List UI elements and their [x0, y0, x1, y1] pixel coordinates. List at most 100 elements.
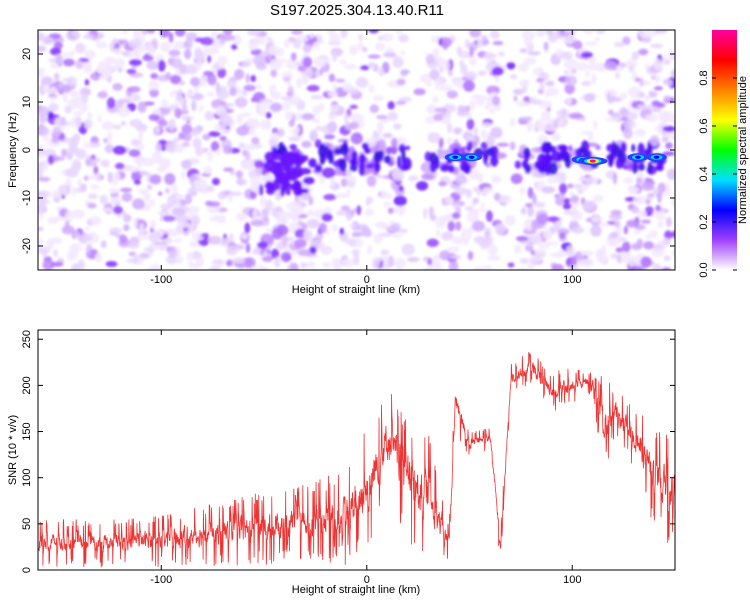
spectrogram-texture-blob	[244, 151, 251, 161]
spectrogram-texture-blob	[319, 102, 325, 113]
spectrogram-texture-blob	[572, 183, 583, 189]
spectrogram-texture-blob	[181, 104, 188, 112]
spectrogram-texture-blob	[581, 257, 594, 268]
spectrogram-texture-blob	[345, 211, 352, 222]
spectrogram-texture-blob	[47, 216, 59, 225]
spectrogram-texture-blob	[429, 214, 437, 221]
spectrogram-texture-blob	[387, 101, 395, 110]
spectrogram-texture-blob	[474, 266, 483, 270]
spectrogram-texture-blob	[65, 210, 74, 222]
spectrogram-texture-blob	[302, 229, 313, 242]
spectrogram-texture-blob	[224, 102, 234, 108]
spectrogram-texture-blob	[552, 263, 564, 270]
spectrogram-texture-blob	[139, 222, 144, 234]
spectrogram-texture-blob	[492, 40, 504, 46]
spectrogram-x-label: Height of straight line (km)	[292, 284, 420, 296]
spectrogram-texture-blob	[141, 30, 149, 36]
spectrogram-texture-blob	[58, 85, 72, 94]
spectrogram-texture-blob	[127, 242, 140, 249]
spectrogram-texture-blob	[592, 120, 598, 130]
spectrogram-texture-blob	[513, 88, 524, 95]
spectrogram-texture-blob	[62, 91, 68, 104]
spectrogram-cluster-blob	[280, 180, 292, 189]
spectrogram-texture-blob	[250, 97, 257, 103]
spectrogram-texture-blob	[51, 136, 60, 143]
spectrogram-texture-blob	[109, 196, 123, 205]
spectrogram-texture-blob	[170, 74, 182, 85]
spectrogram-texture-blob	[122, 30, 129, 35]
spectrogram-texture-blob	[81, 92, 89, 103]
spectrogram-texture-blob	[339, 59, 347, 65]
spectrogram-band-blob	[615, 157, 624, 169]
spectrogram-texture-blob	[456, 46, 463, 55]
spectrogram-texture-blob	[580, 95, 585, 101]
spectrogram-texture-blob	[186, 251, 194, 261]
spectrogram-band-blob	[358, 153, 366, 165]
spectrogram-texture-blob	[259, 196, 267, 207]
spectrogram-texture-blob	[329, 104, 340, 112]
colorbar-tick-label: 0.0	[698, 262, 710, 277]
spectrogram-texture-blob	[356, 205, 362, 216]
spectrogram-band-blob	[490, 154, 499, 167]
spectrogram-texture-blob	[609, 89, 615, 97]
spectrogram-texture-blob	[396, 78, 406, 86]
spectrogram-y-tick-label: -20	[21, 238, 33, 254]
spectrogram-texture-blob	[486, 210, 493, 222]
spectrogram-band-blob	[482, 154, 489, 161]
spectrogram-texture-blob	[382, 201, 392, 207]
spectrogram-texture-blob	[477, 172, 484, 184]
spectrogram-texture-blob	[216, 67, 227, 79]
spectrogram-texture-blob	[276, 217, 289, 224]
spectrogram-texture-blob	[541, 186, 556, 194]
spectrogram-texture-blob	[83, 234, 93, 242]
spectrogram-texture-blob	[175, 193, 184, 200]
spectrogram-texture-blob	[214, 123, 227, 132]
spectrogram-texture-blob	[473, 127, 479, 135]
spectrogram-texture-blob	[376, 121, 384, 133]
spectrogram-texture-blob	[580, 117, 586, 122]
spectrogram-texture-blob	[41, 193, 47, 203]
spectrogram-texture-blob	[71, 30, 79, 38]
spectrogram-texture-blob	[227, 192, 234, 202]
spectrogram-texture-blob	[556, 228, 570, 235]
spectrogram-texture-blob	[122, 213, 132, 223]
spectrogram-texture-blob	[652, 210, 665, 216]
spectrogram-texture-blob	[128, 149, 141, 157]
spectrogram-texture-blob	[452, 78, 462, 87]
spectrogram-texture-blob	[245, 243, 251, 254]
spectrogram-texture-blob	[546, 178, 559, 184]
spectrogram-texture-blob	[291, 30, 303, 35]
spectrogram-texture-blob	[198, 178, 207, 185]
spectrogram-texture-blob	[640, 219, 651, 224]
spectrogram-texture-blob	[49, 237, 63, 244]
colorbar-tick-label: 0.4	[698, 166, 710, 181]
spectrogram-texture-blob	[499, 194, 512, 204]
spectrogram-texture-blob	[312, 104, 321, 116]
spectrogram-texture-blob	[438, 37, 443, 46]
spectrogram-texture-blob	[641, 182, 655, 191]
spectrogram-texture-blob	[350, 132, 363, 145]
spectrogram-texture-blob	[482, 39, 490, 45]
spectrogram-texture-blob	[332, 84, 339, 91]
spectrogram-texture-blob	[662, 125, 675, 133]
spectrogram-texture-blob	[443, 196, 454, 207]
spectrogram-band-blob	[548, 162, 558, 176]
spectrogram-band-blob	[333, 148, 342, 155]
spectrogram-texture-blob	[165, 141, 177, 154]
snr-y-tick-label: 200	[21, 376, 33, 394]
spectrogram-texture-blob	[510, 173, 523, 185]
spectrogram-texture-blob	[557, 121, 564, 126]
spectrogram-texture-blob	[301, 74, 309, 86]
spectrogram-band-blob	[606, 143, 615, 152]
spectrogram-texture-blob	[527, 51, 541, 56]
spectrogram-texture-blob	[580, 52, 594, 58]
spectrogram-texture-blob	[236, 88, 244, 97]
spectrogram-texture-blob	[329, 33, 341, 44]
spectrogram-texture-blob	[480, 129, 487, 140]
spectrogram-texture-blob	[627, 86, 642, 98]
spectrogram-texture-blob	[160, 160, 169, 172]
spectrogram-band-blob	[632, 162, 638, 174]
spectrogram-texture-blob	[149, 199, 156, 206]
spectrogram-texture-blob	[399, 228, 408, 234]
spectrogram-hotspot-core	[468, 155, 475, 159]
